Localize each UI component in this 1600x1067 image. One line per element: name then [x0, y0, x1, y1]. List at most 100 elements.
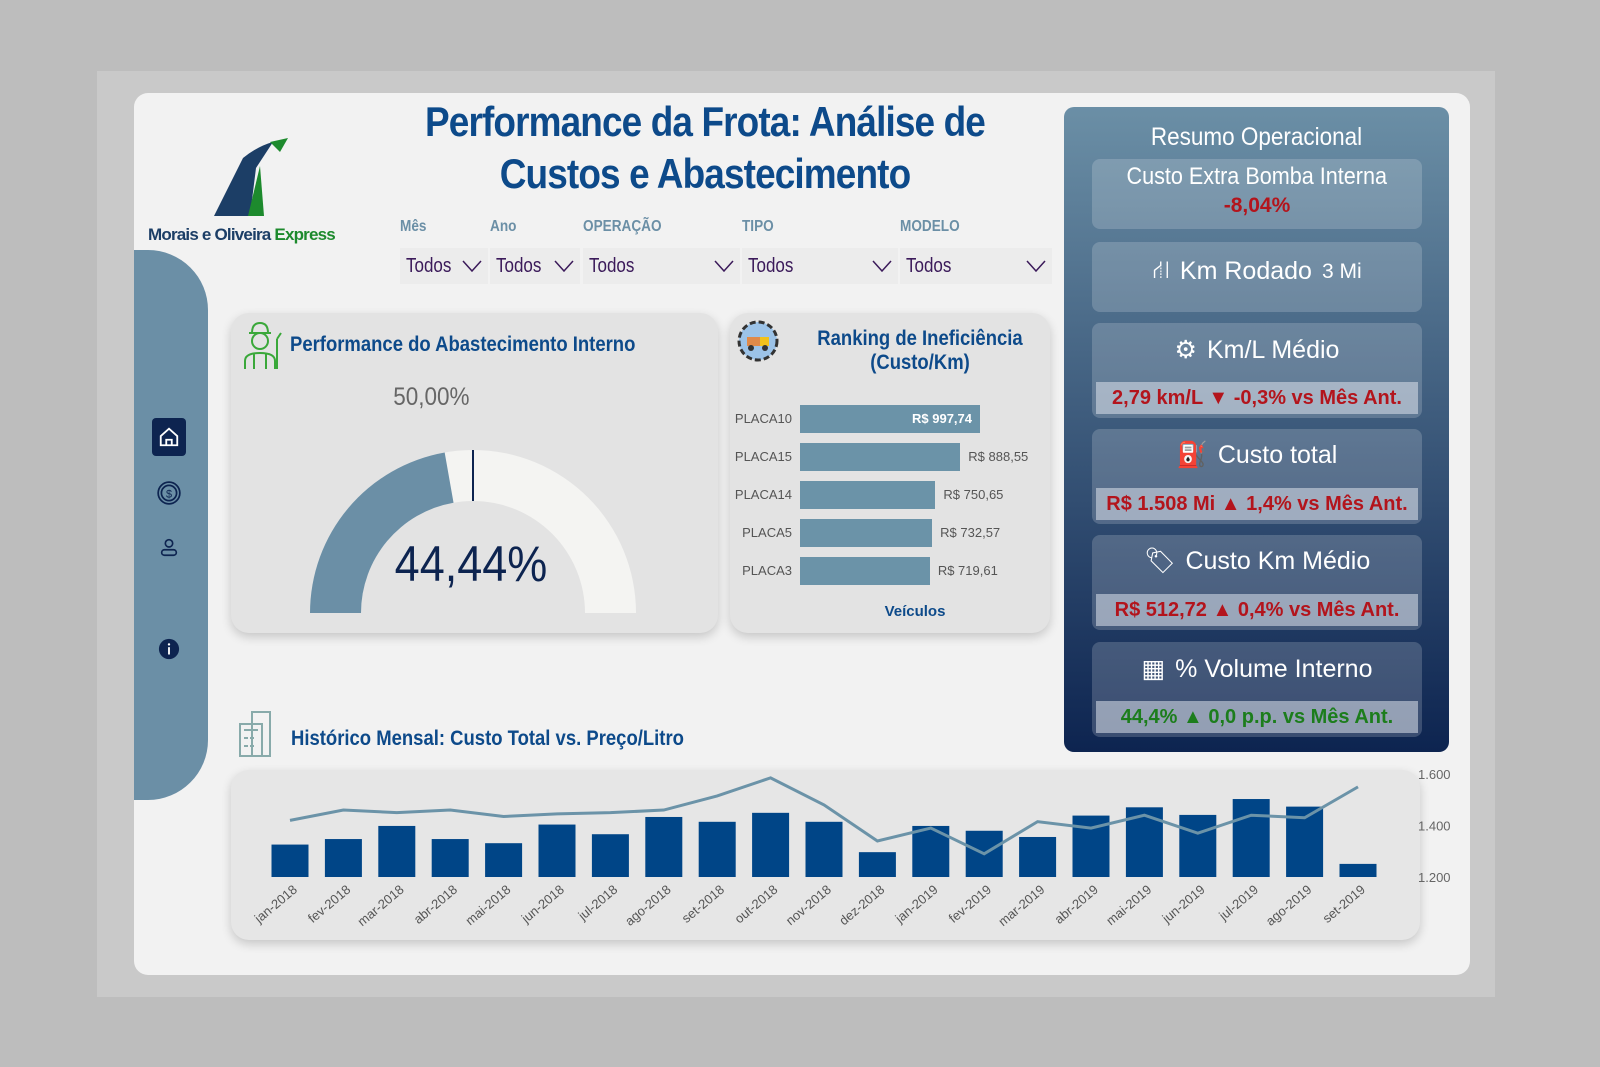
x-tick-label: jan-2019 — [892, 882, 941, 927]
nav-finance-button[interactable]: $ — [152, 474, 186, 512]
x-tick-label: mai-2018 — [462, 882, 513, 928]
history-bar — [752, 812, 790, 877]
filter-value: Todos — [748, 254, 794, 277]
filter-label: Mês — [400, 218, 427, 235]
kpi-cost-km: 🏷 Custo Km Médio R$ 512,72 ▲ 0,4% vs Mês … — [1092, 535, 1422, 630]
kpi-label: Custo Extra Bomba Interna — [1126, 163, 1388, 190]
kpi-internal-volume: ▦ % Volume Interno 44,4% ▲ 0,0 p.p. vs Mê… — [1092, 642, 1422, 737]
svg-text:$: $ — [166, 488, 172, 500]
x-tick-label: jun-2019 — [1159, 882, 1208, 927]
gauge-value: 44,44% — [394, 536, 548, 592]
title-line: Custos e Abastecimento — [499, 150, 911, 197]
history-bar — [858, 852, 896, 877]
gauge-title: Performance do Abastecimento Interno — [290, 333, 636, 356]
kpi-label: Km Rodado — [1179, 257, 1312, 285]
kpi-total-cost: ⛽ Custo total R$ 1.508 Mi ▲ 1,4% vs Mês A… — [1092, 429, 1422, 524]
ranking-title: Ranking de Ineficiência (Custo/Km) — [806, 327, 1035, 375]
filter-dropdown[interactable]: Todos — [490, 248, 580, 284]
ranking-label: PLACA3 — [742, 563, 792, 578]
history-bar — [324, 839, 362, 877]
logo-text: Morais e Oliveira — [148, 225, 271, 244]
history-bar — [378, 825, 416, 877]
history-line — [289, 776, 1359, 856]
filter-dropdown[interactable]: Todos — [583, 248, 740, 284]
ranking-value: R$ 750,65 — [943, 487, 1004, 502]
history-bar — [271, 844, 309, 877]
ranking-bar[interactable] — [800, 557, 930, 585]
filter-value: Todos — [406, 254, 452, 277]
fuel-attendant-icon — [244, 321, 282, 369]
filter-dropdown[interactable]: Todos — [900, 248, 1052, 284]
report-gear-icon: ⚙ — [1174, 336, 1197, 364]
x-tick-label: mar-2018 — [354, 882, 406, 929]
chevron-down-icon — [714, 260, 734, 272]
ranking-bar[interactable] — [800, 481, 936, 509]
history-bar — [1179, 814, 1217, 877]
kpi-value: 44,4% ▲ 0,0 p.p. vs Mês Ant. — [1096, 701, 1418, 733]
ranking-bar[interactable] — [800, 519, 933, 547]
ranking-bar[interactable] — [800, 405, 980, 433]
user-icon — [160, 538, 178, 557]
nav-info-button[interactable] — [152, 630, 186, 668]
gauge-panel: Performance do Abastecimento Interno 50,… — [231, 313, 718, 633]
filter-value: Todos — [906, 254, 952, 277]
x-tick-label: ago-2019 — [1263, 882, 1315, 929]
summary-title: Resumo Operacional — [1150, 123, 1363, 151]
x-tick-label: dez-2018 — [836, 882, 887, 928]
filter-dropdown[interactable]: Todos — [742, 248, 898, 284]
ranking-value: R$ 997,74 — [912, 411, 972, 426]
filter-label: OPERAÇÃO — [583, 218, 662, 235]
title-line: Performance da Frota: Análise de — [425, 98, 986, 145]
logo-text-accent: Express — [274, 225, 335, 244]
nav-user-button[interactable] — [152, 528, 186, 566]
road-logo-icon — [214, 138, 288, 216]
ranking-label: PLACA10 — [734, 411, 792, 426]
filter-dropdown[interactable]: Todos — [400, 248, 488, 284]
x-tick-label: abr-2019 — [1051, 882, 1101, 927]
fuel-pump-icon: ▦ — [1141, 655, 1166, 683]
x-tick-label: set-2018 — [679, 882, 727, 926]
kpi-extra-cost: Custo Extra Bomba Interna -8,04% — [1092, 159, 1422, 229]
history-bar — [698, 821, 736, 877]
dollar-icon: $ — [157, 481, 181, 505]
sidebar: $ — [134, 250, 208, 800]
x-tick-label: abr-2018 — [411, 882, 461, 927]
history-bar — [1339, 863, 1377, 877]
kpi-value: R$ 512,72 ▲ 0,4% vs Mês Ant. — [1096, 594, 1418, 626]
history-chart-title: Histórico Mensal: Custo Total vs. Preço/… — [291, 727, 684, 750]
ranking-value: R$ 888,55 — [968, 449, 1029, 464]
filter-label: Ano — [490, 218, 517, 235]
page-title: Performance da Frota: Análise de Custos … — [419, 96, 991, 200]
history-bar — [1232, 799, 1270, 877]
filter-label: TIPO — [742, 218, 774, 235]
x-tick-label: set-2019 — [1320, 882, 1368, 926]
y-tick-label: 1.200 — [1418, 870, 1451, 885]
kpi-label: Custo total — [1217, 441, 1338, 469]
x-tick-label: out-2018 — [732, 882, 781, 926]
info-icon — [158, 638, 180, 660]
ranking-label: PLACA5 — [742, 525, 792, 540]
ranking-bar[interactable] — [800, 443, 961, 471]
ranking-bars: PLACA10 R$ 997,74 PLACA15 R$ 888,55 PLACA1… — [730, 405, 1050, 595]
kpi-label: Km/L Médio — [1206, 335, 1340, 364]
chevron-down-icon — [554, 260, 574, 272]
ranking-title-line: Ranking de Ineficiência — [817, 327, 1023, 350]
kpi-value: R$ 1.508 Mi ▲ 1,4% vs Mês Ant. — [1096, 488, 1418, 520]
nav-home-button[interactable] — [152, 418, 186, 456]
x-tick-label: jun-2018 — [518, 882, 567, 927]
gear-truck-icon — [737, 320, 779, 362]
history-bar — [431, 839, 469, 877]
kpi-label: Custo Km Médio — [1185, 547, 1371, 575]
x-tick-label: fev-2018 — [305, 882, 353, 926]
ranking-x-label: Veículos — [884, 603, 946, 620]
chevron-down-icon — [1026, 260, 1046, 272]
filter-value: Todos — [589, 254, 635, 277]
ranking-value: R$ 732,57 — [940, 525, 1001, 540]
summary-panel: Resumo Operacional Custo Extra Bomba Int… — [1064, 107, 1449, 752]
calculator-fuel-icon — [239, 711, 271, 757]
gauge-target-label: 50,00% — [393, 383, 470, 411]
ranking-label: PLACA15 — [734, 449, 792, 464]
x-tick-label: mar-2019 — [995, 882, 1047, 929]
x-tick-label: jul-2019 — [1215, 882, 1261, 924]
